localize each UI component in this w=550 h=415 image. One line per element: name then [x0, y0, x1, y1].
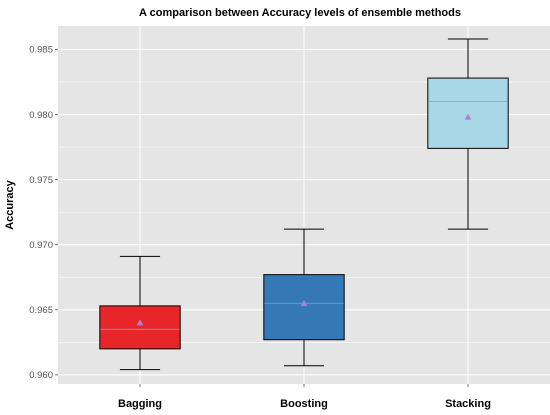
chart-title: A comparison between Accuracy levels of … — [139, 7, 461, 19]
box-bagging — [99, 255, 181, 371]
y-axis-label: Accuracy — [4, 179, 16, 229]
y-tick-label: 0.960 — [29, 370, 53, 381]
boxes — [99, 38, 509, 371]
box-boosting — [263, 228, 345, 367]
iqr-box — [99, 305, 181, 350]
x-tick-label: Stacking — [445, 398, 491, 410]
iqr-box — [263, 274, 345, 341]
x-tick-label: Boosting — [280, 398, 328, 410]
x-tick-label: Bagging — [118, 398, 162, 410]
y-tick-label: 0.980 — [29, 110, 53, 121]
x-axis-ticks: Bagging Boosting Stacking — [118, 384, 491, 410]
mean-marker — [136, 319, 144, 326]
y-tick-label: 0.985 — [29, 45, 53, 56]
y-tick-label: 0.965 — [29, 305, 53, 316]
mean-marker — [464, 113, 472, 120]
iqr-box — [427, 77, 509, 149]
y-tick-label: 0.970 — [29, 240, 53, 251]
mean-marker — [300, 299, 308, 306]
box-stacking — [427, 38, 509, 230]
y-tick-label: 0.975 — [29, 175, 53, 186]
y-axis-ticks: 0.960 0.965 0.970 0.975 0.980 0.985 — [29, 45, 58, 381]
